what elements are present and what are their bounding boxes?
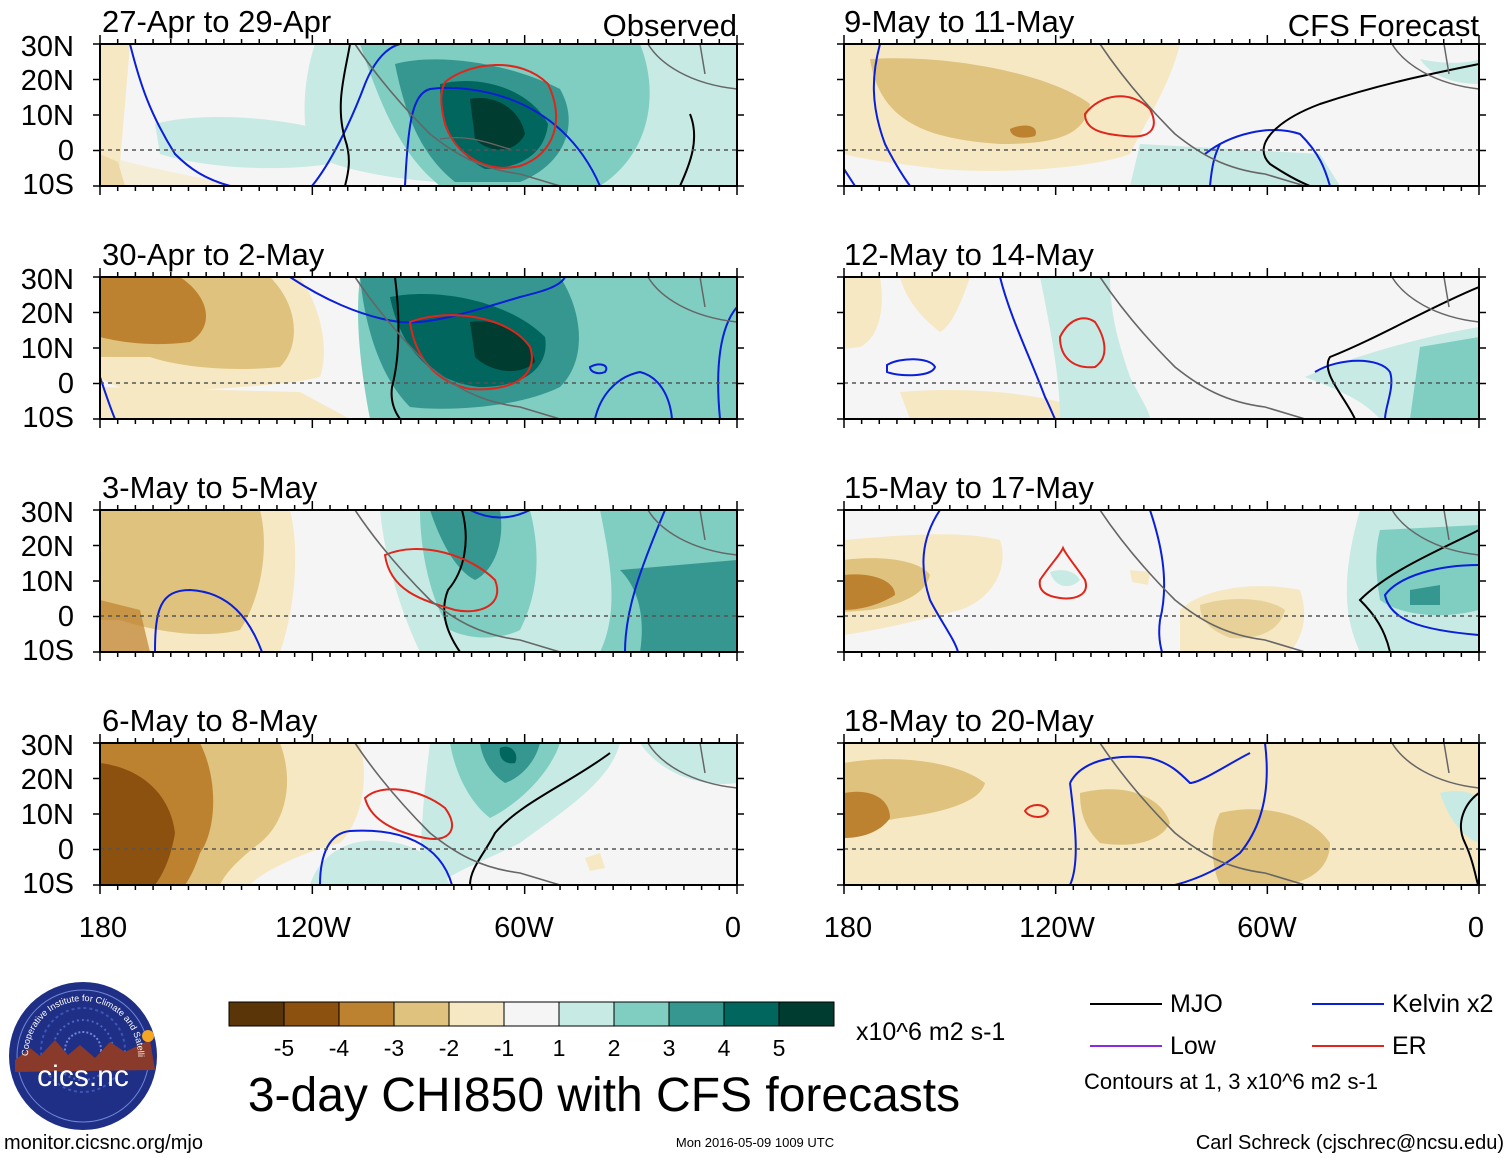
- timestamp-label: Mon 2016-05-09 1009 UTC: [676, 1135, 834, 1150]
- y-tick-label: 20N: [21, 764, 74, 796]
- colorbar-tick-label: 1: [553, 1035, 566, 1061]
- colorbar-tick-label: 5: [773, 1035, 786, 1061]
- panel-title: 12-May to 14-May: [844, 237, 1094, 272]
- panel-title: 18-May to 20-May: [844, 703, 1094, 738]
- colorbar-swatch: [393, 1001, 450, 1027]
- contour-note: Contours at 1, 3 x10^6 m2 s-1: [1084, 1069, 1378, 1094]
- y-tick-label: 30N: [21, 497, 74, 529]
- legend: MJO Kelvin x2 Low ER Contours at 1, 3 x1…: [1084, 990, 1493, 1094]
- colorbar-swatch: [558, 1001, 615, 1027]
- map-panel: [843, 276, 1480, 420]
- units-label: x10^6 m2 s-1: [856, 1018, 1005, 1046]
- x-tick-label: 180: [79, 912, 127, 944]
- colorbar-swatch: [338, 1001, 395, 1027]
- x-axis-labels: 180 120W 60W 0 180 120W 60W 0: [79, 912, 1484, 944]
- y-tick-label: 30N: [21, 264, 74, 296]
- y-tick-label: 10N: [21, 799, 74, 831]
- panel-title: 30-Apr to 2-May: [102, 237, 325, 272]
- map-panel: [843, 742, 1480, 886]
- legend-label: ER: [1392, 1032, 1427, 1060]
- legend-label: MJO: [1170, 990, 1223, 1018]
- forecast-label: CFS Forecast: [1288, 8, 1480, 43]
- y-tick-label: 10S: [22, 169, 74, 201]
- y-tick-label: 20N: [21, 531, 74, 563]
- colorbar-tick-label: -5: [274, 1035, 294, 1061]
- axis-ticks: [93, 35, 1486, 894]
- map-panel: [843, 43, 1480, 187]
- panel-title: 9-May to 11-May: [844, 4, 1075, 39]
- y-tick-label: 0: [58, 601, 74, 633]
- x-tick-label: 60W: [1237, 912, 1297, 944]
- legend-label: Low: [1170, 1032, 1217, 1060]
- author-label: Carl Schreck (cjschrec@ncsu.edu): [1196, 1132, 1504, 1154]
- colorbar-swatch: [668, 1001, 725, 1027]
- x-tick-label: 120W: [275, 912, 351, 944]
- y-tick-label: 0: [58, 135, 74, 167]
- figure-title: 3-day CHI850 with CFS forecasts: [248, 1069, 960, 1122]
- y-tick-label: 10S: [22, 635, 74, 667]
- colorbar: -5 -4 -3 -2 -1 1 2 3 4 5: [228, 1001, 835, 1061]
- colorbar-tick-label: 4: [718, 1035, 731, 1061]
- y-tick-label: 20N: [21, 298, 74, 330]
- x-tick-label: 0: [725, 912, 741, 944]
- x-tick-label: 60W: [494, 912, 554, 944]
- panel-title: 15-May to 17-May: [844, 470, 1094, 505]
- colorbar-swatch: [503, 1001, 560, 1027]
- y-tick-label: 30N: [21, 730, 74, 762]
- map-panel: [99, 742, 738, 886]
- x-tick-label: 0: [1468, 912, 1484, 944]
- colorbar-tick-label: -4: [329, 1035, 350, 1061]
- x-tick-label: 180: [824, 912, 872, 944]
- y-tick-label: 10N: [21, 100, 74, 132]
- colorbar-swatch: [448, 1001, 505, 1027]
- map-panel: [99, 43, 738, 187]
- colorbar-swatch: [778, 1001, 835, 1027]
- colorbar-tick-label: -1: [494, 1035, 514, 1061]
- panel-title: 27-Apr to 29-Apr: [102, 4, 331, 39]
- map-panel: [99, 509, 738, 653]
- logo-text: cics.nc: [37, 1060, 129, 1093]
- colorbar-swatch: [613, 1001, 670, 1027]
- y-tick-label: 10S: [22, 402, 74, 434]
- y-tick-label: 30N: [21, 31, 74, 63]
- y-tick-label: 0: [58, 368, 74, 400]
- y-axis-labels: 30N 20N 10N 0 10S 30N 20N 10N 0 10S 30N …: [21, 31, 74, 900]
- y-tick-label: 10N: [21, 566, 74, 598]
- x-tick-label: 120W: [1019, 912, 1095, 944]
- map-panel: [99, 276, 738, 420]
- observed-label: Observed: [603, 8, 737, 43]
- panel-title: 6-May to 8-May: [102, 703, 318, 738]
- colorbar-swatch: [228, 1001, 285, 1027]
- colorbar-tick-label: -3: [384, 1035, 404, 1061]
- colorbar-swatch: [283, 1001, 340, 1027]
- y-tick-label: 20N: [21, 65, 74, 97]
- colorbar-tick-label: -2: [439, 1035, 459, 1061]
- panel-title: 3-May to 5-May: [102, 470, 318, 505]
- colorbar-tick-label: 2: [608, 1035, 621, 1061]
- y-tick-label: 10N: [21, 333, 74, 365]
- y-tick-label: 0: [58, 834, 74, 866]
- y-tick-label: 10S: [22, 868, 74, 900]
- colorbar-tick-label: 3: [663, 1035, 676, 1061]
- website-label: monitor.cicsnc.org/mjo: [4, 1132, 203, 1154]
- colorbar-swatch: [723, 1001, 780, 1027]
- map-panel: [843, 509, 1480, 653]
- legend-label: Kelvin x2: [1392, 990, 1493, 1018]
